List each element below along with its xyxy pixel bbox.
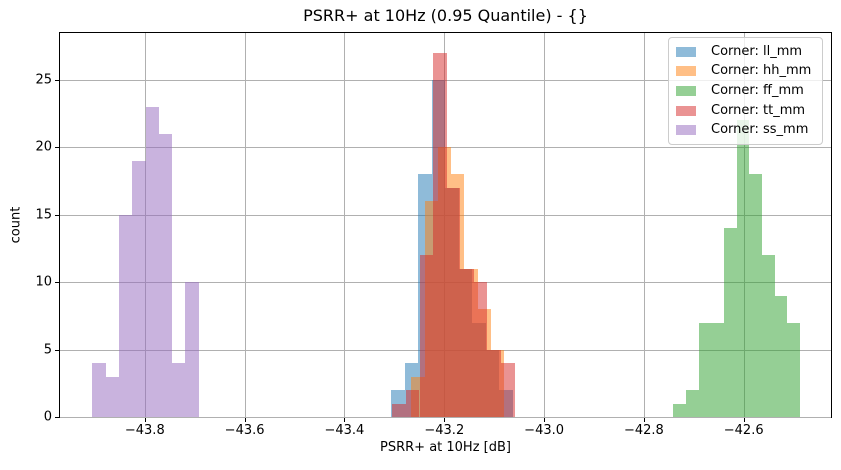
x-tick-mark bbox=[743, 418, 745, 422]
legend-label: Corner: tt_mm bbox=[711, 102, 806, 118]
histogram-bar bbox=[446, 187, 461, 417]
histogram-bar bbox=[419, 255, 434, 417]
histogram-bar bbox=[685, 390, 699, 417]
histogram-bar bbox=[736, 120, 750, 417]
y-tick-mark bbox=[55, 282, 59, 283]
histogram-bar bbox=[460, 268, 474, 417]
histogram-bar bbox=[762, 255, 775, 417]
legend-label: Corner: ss_mm bbox=[711, 122, 809, 138]
histogram-bar bbox=[433, 52, 447, 417]
histogram-bar bbox=[774, 295, 788, 417]
x-axis-label: PSRR+ at 10Hz [dB] bbox=[380, 440, 511, 455]
gridline-vertical bbox=[643, 33, 645, 417]
x-tick-mark bbox=[544, 418, 546, 422]
x-tick-mark bbox=[444, 418, 446, 422]
histogram-bar bbox=[92, 363, 106, 417]
histogram-bar bbox=[405, 390, 420, 417]
histogram-bar bbox=[673, 403, 686, 417]
histogram-bar bbox=[787, 322, 801, 417]
gridline-horizontal bbox=[60, 417, 831, 418]
legend-swatch-ll_mm-icon bbox=[676, 46, 696, 57]
legend-label: Corner: hh_mm bbox=[711, 63, 812, 79]
histogram-bar bbox=[172, 363, 186, 417]
legend-item: Corner: ll_mm bbox=[676, 44, 814, 60]
histogram-bar bbox=[145, 106, 159, 417]
histogram-bar bbox=[724, 228, 737, 417]
chart-title: PSRR+ at 10Hz (0.95 Quantile) - {} bbox=[303, 6, 588, 25]
histogram-bar bbox=[392, 403, 406, 417]
legend: Corner: ll_mm Corner: hh_mm Corner: ff_m… bbox=[668, 37, 823, 145]
y-tick-mark bbox=[55, 79, 59, 81]
y-axis-label: count bbox=[8, 206, 24, 244]
y-tick-label: 15 bbox=[35, 207, 52, 222]
x-tick-label: −43.0 bbox=[524, 423, 565, 438]
histogram-bar bbox=[711, 322, 724, 417]
y-tick-label: 5 bbox=[43, 342, 52, 357]
legend-label: Corner: ll_mm bbox=[711, 43, 803, 59]
gridline-vertical bbox=[344, 33, 346, 417]
y-tick-label: 20 bbox=[35, 139, 52, 155]
gridline-vertical bbox=[544, 33, 546, 417]
x-tick-mark bbox=[144, 418, 146, 422]
histogram-bar bbox=[118, 214, 133, 417]
y-tick-label: 0 bbox=[43, 409, 52, 425]
x-tick-label: −43.2 bbox=[424, 423, 465, 438]
legend-item: Corner: ff_mm bbox=[676, 83, 814, 99]
y-tick-mark bbox=[55, 417, 59, 418]
x-tick-label: −42.6 bbox=[723, 423, 764, 438]
x-tick-label: −43.4 bbox=[324, 423, 365, 438]
histogram-bar bbox=[132, 160, 146, 417]
histogram-bar bbox=[105, 376, 119, 417]
histogram-bar bbox=[158, 133, 173, 417]
x-tick-mark bbox=[344, 418, 346, 422]
y-tick-mark bbox=[55, 214, 59, 216]
legend-swatch-ff_mm-icon bbox=[676, 85, 696, 96]
legend-label: Corner: ff_mm bbox=[711, 82, 804, 98]
x-tick-label: −42.8 bbox=[623, 423, 664, 438]
histogram-bar bbox=[473, 282, 488, 417]
histogram-bar bbox=[185, 282, 199, 417]
legend-item: Corner: tt_mm bbox=[676, 103, 814, 119]
x-tick-label: −43.6 bbox=[224, 423, 265, 438]
y-tick-label: 10 bbox=[35, 274, 52, 290]
gridline-vertical bbox=[244, 33, 246, 417]
x-tick-mark bbox=[643, 418, 645, 422]
legend-swatch-hh_mm-icon bbox=[676, 66, 696, 77]
y-tick-mark bbox=[55, 147, 59, 149]
histogram-bar bbox=[698, 322, 712, 417]
histogram-bar bbox=[487, 349, 501, 417]
histogram-bar bbox=[749, 174, 763, 417]
legend-item: Corner: ss_mm bbox=[676, 122, 814, 138]
histogram-bar bbox=[500, 363, 515, 417]
legend-item: Corner: hh_mm bbox=[676, 63, 814, 79]
y-tick-label: 25 bbox=[35, 72, 52, 88]
x-tick-mark bbox=[244, 418, 246, 422]
y-tick-mark bbox=[55, 349, 59, 351]
x-tick-label: −43.8 bbox=[124, 423, 165, 438]
legend-swatch-tt_mm-icon bbox=[676, 105, 696, 116]
legend-swatch-ss_mm-icon bbox=[676, 125, 696, 136]
